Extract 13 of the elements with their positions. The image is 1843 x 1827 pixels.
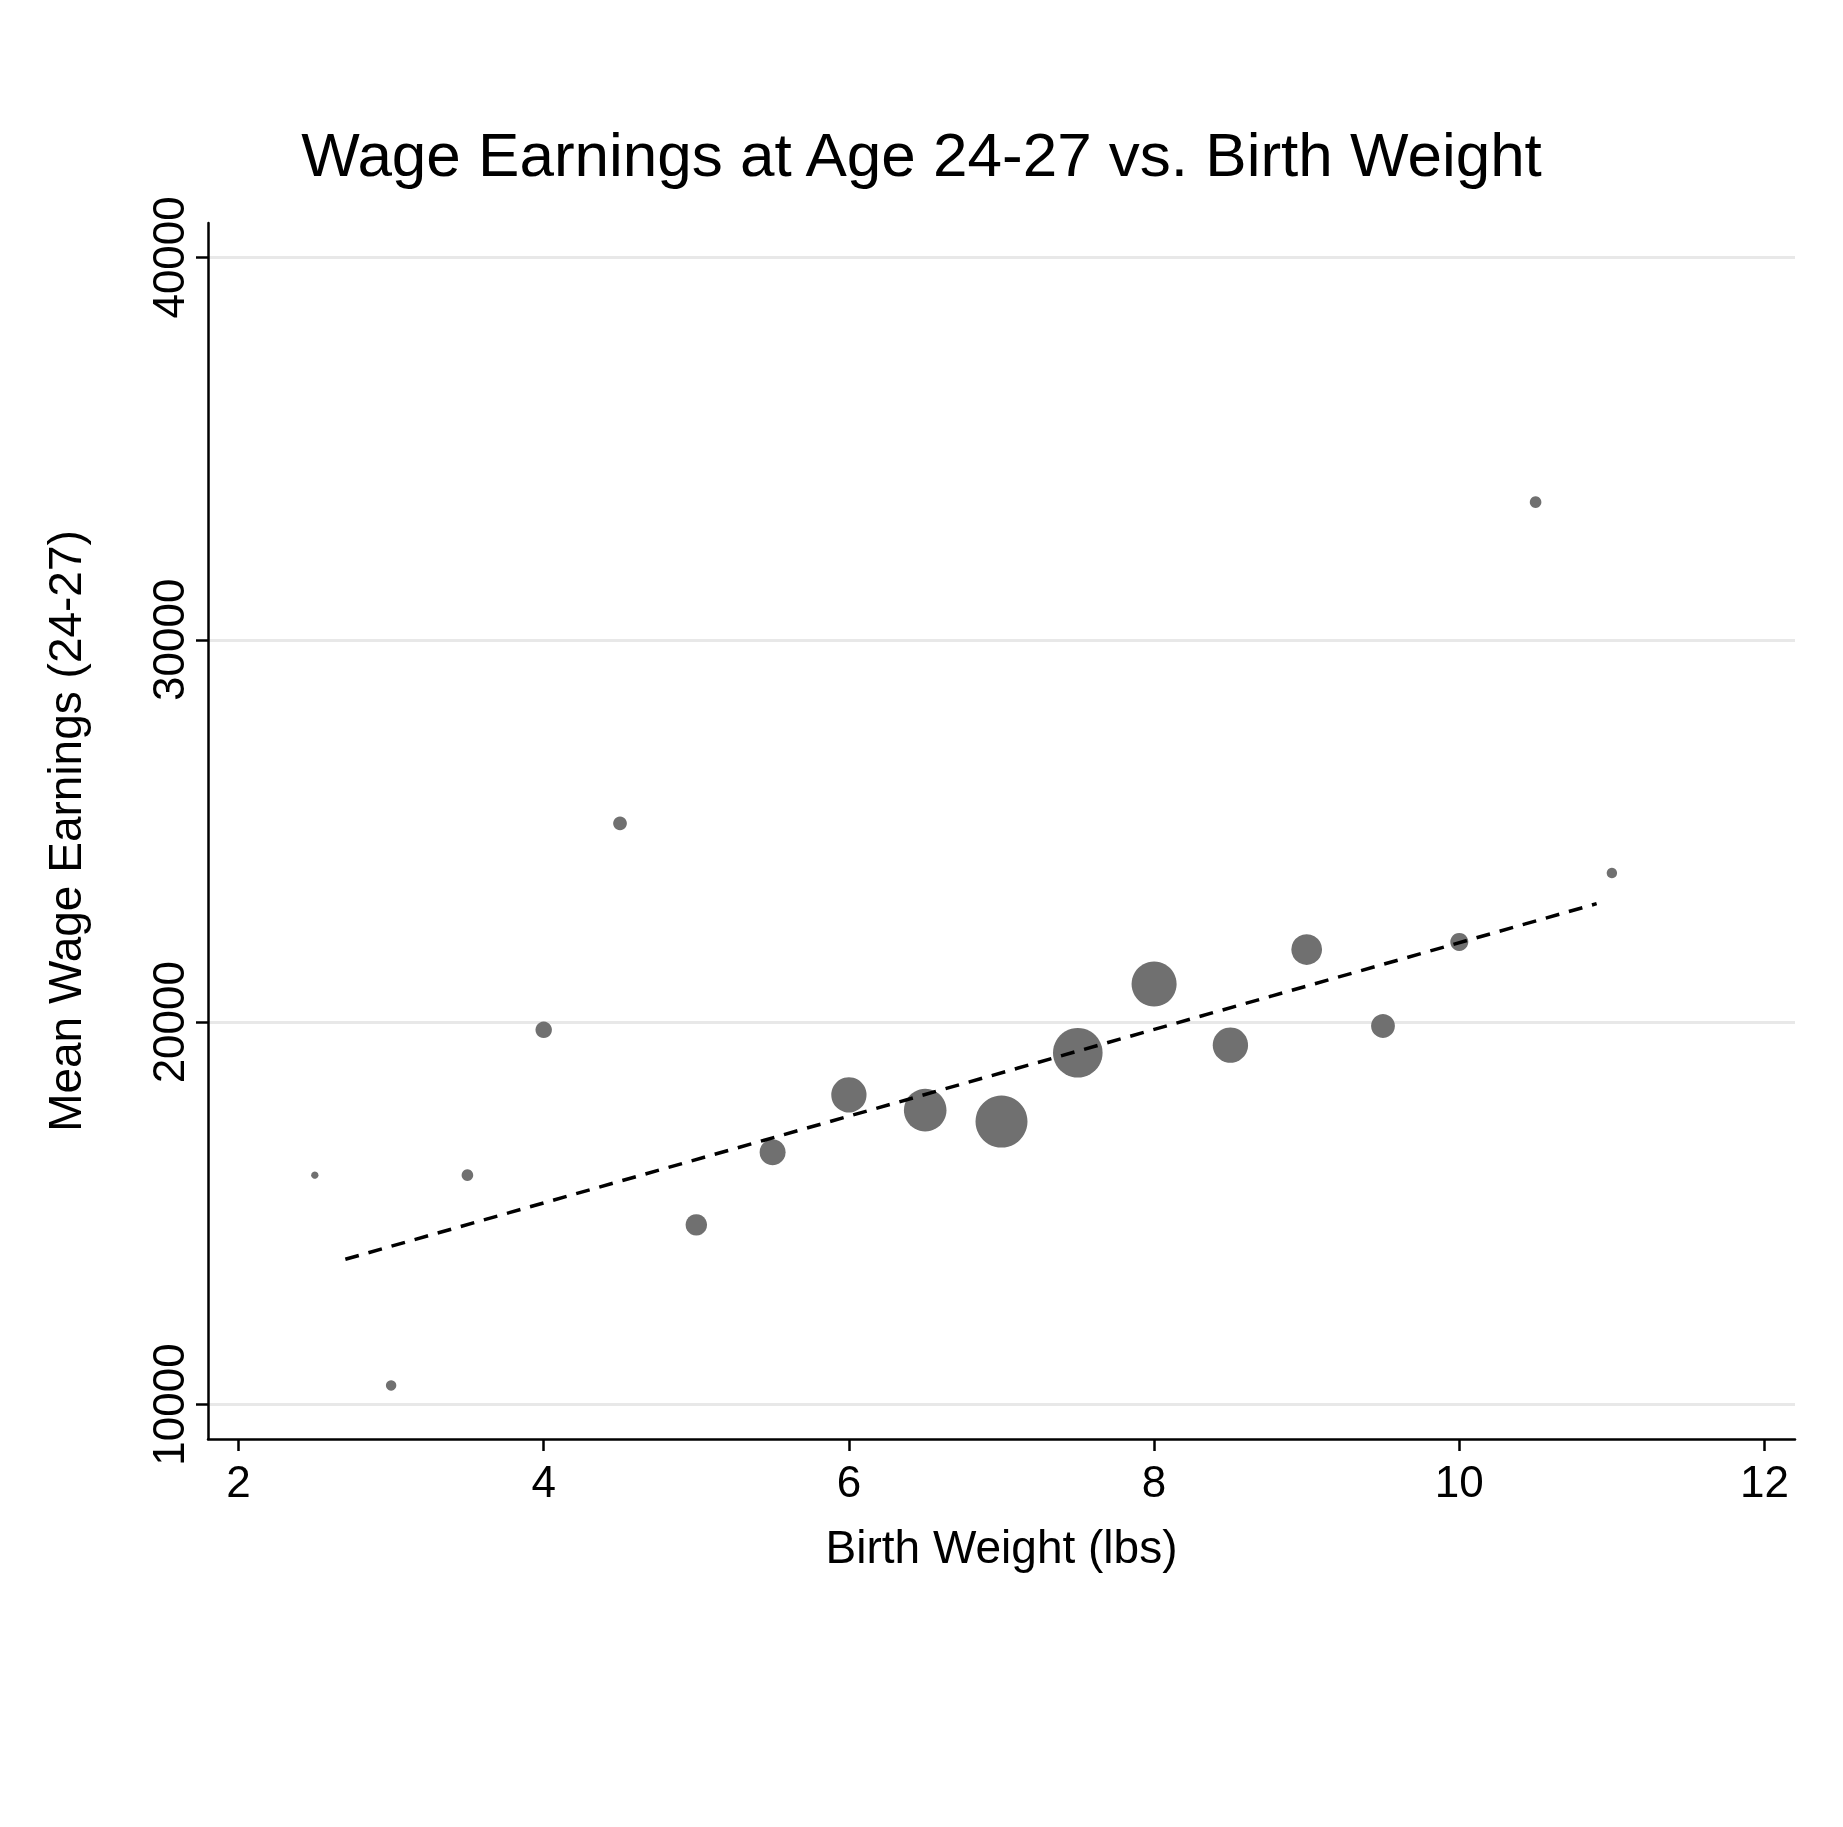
y-tick-label: 30000 <box>143 578 193 701</box>
x-tick-label: 12 <box>1740 1456 1789 1506</box>
x-tick-label: 4 <box>531 1456 556 1506</box>
x-axis-title: Birth Weight (lbs) <box>825 1521 1178 1573</box>
chart-title: Wage Earnings at Age 24-27 vs. Birth Weight <box>301 119 1542 189</box>
y-tick-label: 40000 <box>143 196 193 319</box>
y-tick-label: 20000 <box>143 961 193 1084</box>
x-tick-label: 6 <box>836 1456 862 1506</box>
x-tick-label: 2 <box>226 1456 251 1506</box>
x-tick-label: 8 <box>1141 1456 1167 1506</box>
x-tick-label: 10 <box>1434 1456 1484 1506</box>
y-tick-label: 10000 <box>143 1343 193 1466</box>
y-axis-title: Mean Wage Earnings (24-27) <box>39 530 91 1132</box>
